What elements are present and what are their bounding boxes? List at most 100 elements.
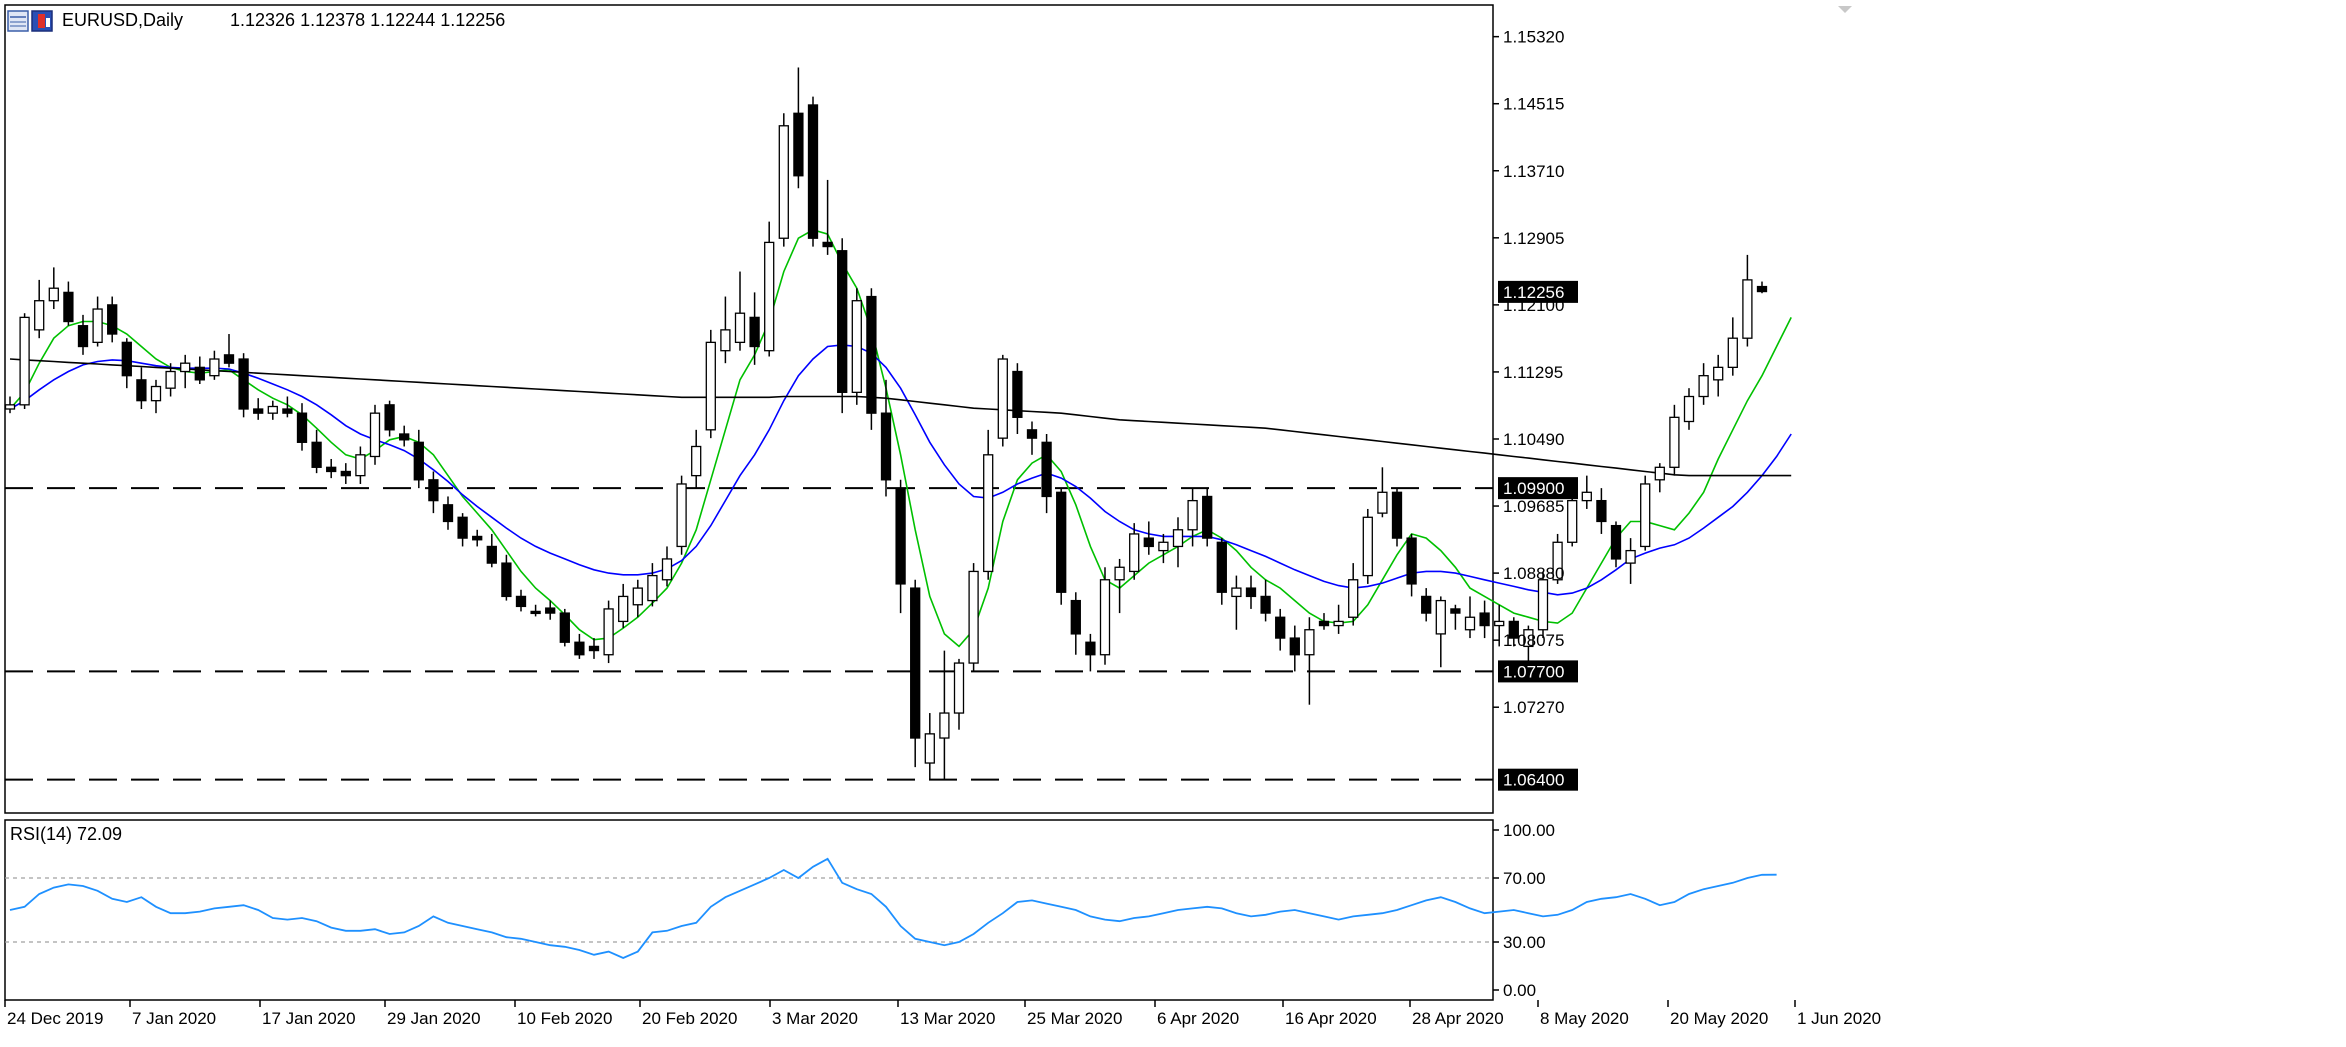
candle-body bbox=[632, 587, 643, 606]
horizontal-levels[interactable] bbox=[5, 487, 1493, 781]
candle-body bbox=[1654, 466, 1665, 481]
candle-body bbox=[501, 562, 512, 598]
candle-body bbox=[1421, 595, 1432, 614]
candle bbox=[676, 475, 687, 555]
time-tick-label: 29 Jan 2020 bbox=[387, 1009, 481, 1028]
candle bbox=[1304, 617, 1315, 705]
candle-body bbox=[1479, 612, 1490, 627]
price-tick-label: 1.12905 bbox=[1503, 229, 1564, 248]
candle-body bbox=[267, 405, 278, 414]
candle-body bbox=[924, 733, 935, 764]
candle-body bbox=[691, 445, 702, 477]
time-tick-label: 3 Mar 2020 bbox=[772, 1009, 858, 1028]
symbol-label: EURUSD,Daily bbox=[62, 10, 184, 30]
candle bbox=[1596, 488, 1607, 534]
candle-body bbox=[1216, 541, 1227, 593]
candle-body bbox=[1158, 541, 1169, 552]
candle-body bbox=[1406, 537, 1417, 585]
candle bbox=[1640, 475, 1651, 551]
candle bbox=[1669, 404, 1680, 476]
candle-body bbox=[180, 362, 191, 373]
candle bbox=[1508, 617, 1519, 647]
price-tick-label: 1.14515 bbox=[1503, 95, 1564, 114]
candle bbox=[180, 354, 191, 389]
candle-body bbox=[63, 291, 74, 323]
time-tick-label: 6 Apr 2020 bbox=[1157, 1009, 1239, 1028]
candle-body bbox=[1567, 499, 1578, 543]
candle-body bbox=[1099, 579, 1111, 656]
candle-body bbox=[384, 404, 395, 431]
rsi-line bbox=[9, 857, 1777, 959]
candle bbox=[559, 608, 570, 647]
candle bbox=[296, 403, 308, 451]
candle-body bbox=[822, 241, 833, 248]
rsi-tick-label: 70.00 bbox=[1503, 869, 1546, 888]
candle bbox=[939, 650, 950, 780]
candlesticks bbox=[4, 67, 1768, 780]
price-tick-label: 1.09685 bbox=[1503, 497, 1564, 516]
candle bbox=[588, 638, 600, 659]
time-tick-label: 17 Jan 2020 bbox=[262, 1009, 356, 1028]
candle-body bbox=[1523, 629, 1534, 648]
candle bbox=[1377, 467, 1388, 518]
candle-body bbox=[1464, 616, 1476, 631]
candle bbox=[1391, 488, 1403, 547]
candle bbox=[1070, 592, 1081, 655]
candle-body bbox=[1362, 516, 1373, 577]
candle bbox=[399, 425, 410, 447]
candle bbox=[603, 600, 614, 664]
candle bbox=[150, 379, 162, 414]
candle-body bbox=[880, 412, 892, 481]
candle bbox=[895, 479, 906, 614]
candle-body bbox=[121, 341, 132, 377]
candle-body bbox=[778, 125, 789, 239]
candle-body bbox=[515, 595, 527, 608]
time-tick-label: 20 May 2020 bbox=[1670, 1009, 1768, 1028]
candle bbox=[793, 67, 804, 189]
candle-body bbox=[1713, 366, 1724, 381]
candle-body bbox=[399, 433, 410, 441]
candle bbox=[1537, 571, 1549, 639]
candle-body bbox=[1756, 285, 1768, 293]
candle-body bbox=[1318, 620, 1330, 627]
candle-body bbox=[1625, 549, 1636, 564]
time-tick-label: 10 Feb 2020 bbox=[517, 1009, 612, 1028]
candle-body bbox=[1683, 395, 1695, 423]
candle bbox=[880, 379, 892, 497]
candle bbox=[107, 296, 118, 343]
candle-body bbox=[369, 412, 381, 458]
candle-body bbox=[1537, 579, 1549, 631]
candle-body bbox=[968, 570, 979, 664]
candle bbox=[1479, 600, 1490, 639]
candle bbox=[734, 271, 746, 351]
candle bbox=[384, 400, 395, 437]
level-price-tag: 1.07700 bbox=[1503, 662, 1564, 681]
candle-body bbox=[1333, 620, 1344, 627]
candle bbox=[355, 446, 366, 484]
candle bbox=[209, 350, 220, 380]
candle-body bbox=[48, 287, 59, 302]
rsi-label: RSI(14) 72.09 bbox=[10, 824, 123, 844]
candle-body bbox=[588, 645, 600, 652]
chart-shift-marker[interactable] bbox=[1838, 6, 1852, 13]
candle bbox=[1421, 588, 1432, 622]
time-tick-label: 13 Mar 2020 bbox=[900, 1009, 995, 1028]
candle-body bbox=[866, 295, 877, 414]
candle-body bbox=[545, 607, 556, 614]
candle bbox=[472, 529, 483, 547]
candle bbox=[1129, 523, 1140, 580]
candle-body bbox=[1026, 429, 1038, 439]
candle-body bbox=[1304, 629, 1315, 656]
level-price-tag-bg bbox=[1498, 477, 1578, 500]
candle-body bbox=[720, 329, 731, 352]
candle bbox=[1114, 558, 1125, 614]
chart-window-icon[interactable] bbox=[7, 10, 29, 32]
candle bbox=[1318, 613, 1330, 630]
candle-body bbox=[1129, 533, 1140, 573]
candle bbox=[1552, 533, 1563, 584]
candle-body bbox=[1450, 608, 1461, 614]
candle-body bbox=[442, 504, 454, 523]
chart-properties-icon[interactable] bbox=[31, 10, 53, 32]
